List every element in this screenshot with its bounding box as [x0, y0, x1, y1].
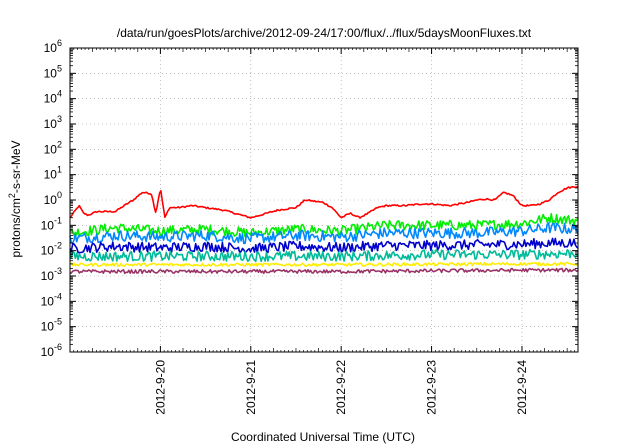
- y-ticks: 106 105 104 103 102 101 100 10-1 10-2 10-3 10-4 10-…: [41, 38, 578, 359]
- y-axis-title: protons/cm2-s-sr-MeV: [7, 140, 23, 257]
- series-line: [69, 222, 579, 245]
- grid-lines: [70, 48, 578, 352]
- y-tick-label: 10-1: [41, 215, 62, 232]
- chart-title: /data/run/goesPlots/archive/2012-09-24/1…: [117, 26, 532, 40]
- series-line: [69, 237, 579, 254]
- y-tick-label: 101: [44, 165, 62, 182]
- series-line: [69, 267, 579, 275]
- x-tick-label: 2012-9-21: [244, 360, 258, 415]
- series-line: [69, 212, 579, 238]
- x-axis-title: Coordinated Universal Time (UTC): [231, 430, 415, 444]
- y-tick-label: 10-2: [41, 241, 62, 258]
- y-tick-label: 102: [44, 139, 62, 156]
- y-tick-label: 105: [44, 63, 62, 80]
- series-lines: [69, 185, 579, 275]
- series-line: [69, 248, 579, 263]
- x-tick-label: 2012-9-23: [425, 360, 439, 415]
- y-tick-label: 10-5: [41, 317, 62, 334]
- x-tick-label: 2012-9-20: [153, 360, 167, 415]
- series-line: [69, 185, 579, 219]
- y-tick-label: 10-6: [41, 342, 62, 359]
- y-tick-label: 10-3: [41, 266, 62, 283]
- series-line: [69, 261, 579, 268]
- y-tick-label: 104: [44, 89, 62, 106]
- x-tick-label: 2012-9-24: [515, 360, 529, 415]
- x-tick-label: 2012-9-22: [334, 360, 348, 415]
- x-ticks: 2012-9-20 2012-9-21 2012-9-22 2012-9-23 2012…: [73, 48, 576, 415]
- y-tick-label: 106: [44, 38, 62, 55]
- y-tick-label: 10-4: [41, 291, 62, 308]
- y-tick-label: 103: [44, 114, 62, 131]
- y-tick-label: 100: [44, 190, 62, 207]
